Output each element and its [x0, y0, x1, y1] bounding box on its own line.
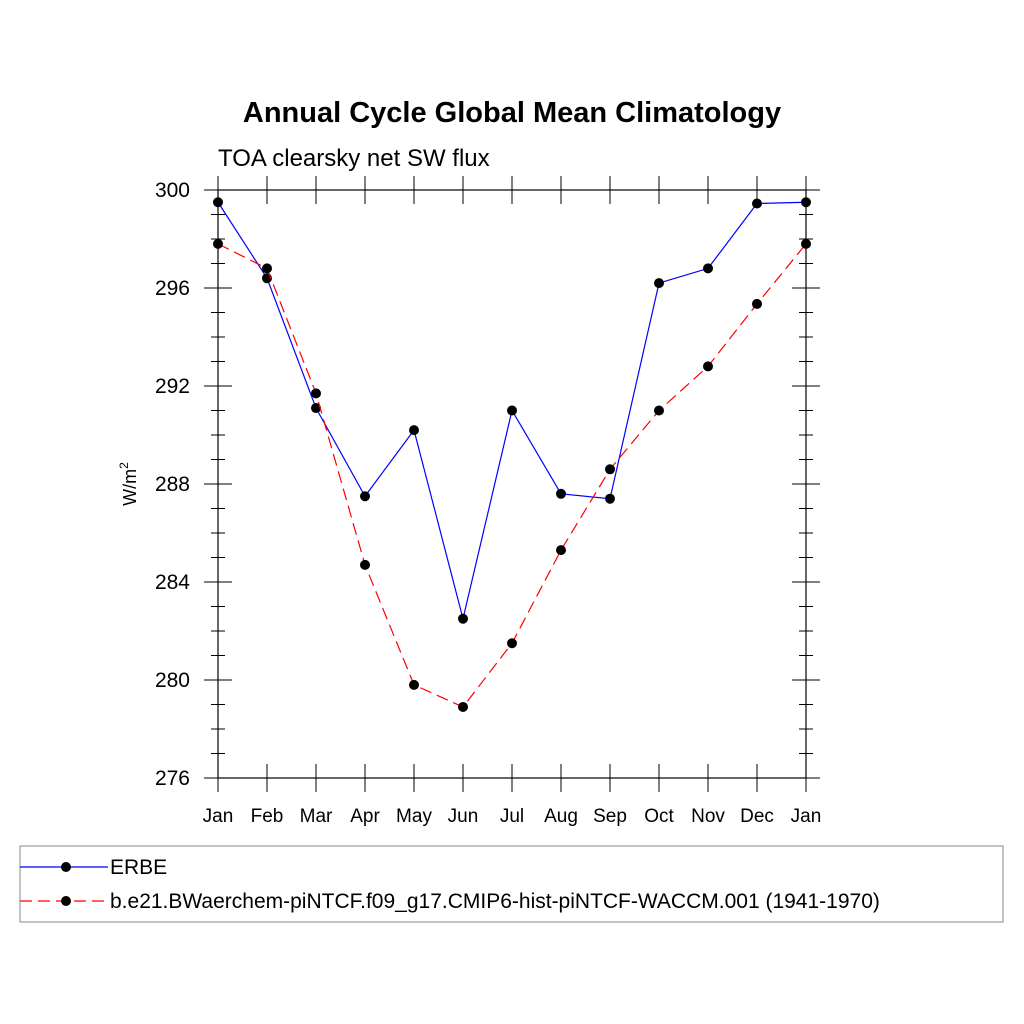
data-point	[703, 263, 713, 274]
data-point	[409, 425, 419, 436]
data-point	[556, 545, 566, 556]
data-point	[801, 197, 811, 208]
x-tick-label: Jul	[500, 806, 524, 827]
series-line	[217, 243, 807, 708]
x-tick-label: Jan	[791, 806, 822, 827]
data-point	[311, 388, 321, 399]
data-point	[360, 559, 370, 570]
data-point	[752, 198, 762, 209]
data-point	[360, 491, 370, 502]
x-tick-label: Jun	[448, 806, 479, 827]
legend-marker	[61, 862, 71, 872]
x-tick-label: Feb	[251, 806, 284, 827]
data-point	[409, 679, 419, 690]
x-tick-label: Mar	[300, 806, 333, 827]
chart-subtitle: TOA clearsky net SW flux	[218, 145, 490, 172]
data-point	[605, 464, 615, 475]
data-point	[605, 493, 615, 504]
y-axis-label-base: W/m	[120, 469, 140, 506]
data-point	[556, 488, 566, 499]
data-point	[213, 238, 223, 249]
legend-marker	[61, 896, 71, 906]
y-tick-label: 300	[155, 179, 190, 202]
data-point	[213, 197, 223, 208]
y-tick-label: 296	[155, 277, 190, 300]
y-tick-label: 284	[155, 571, 190, 594]
y-tick-label: 280	[155, 669, 190, 692]
data-point	[311, 403, 321, 414]
y-tick-label: 276	[155, 767, 190, 790]
x-tick-label: Sep	[593, 806, 627, 827]
data-point	[458, 613, 468, 624]
data-point	[654, 405, 664, 416]
series-1	[213, 197, 811, 624]
data-point	[703, 361, 713, 372]
data-point	[507, 638, 517, 649]
legend-label: ERBE	[110, 856, 167, 879]
legend-item: ERBE	[20, 856, 167, 879]
y-tick-label: 292	[155, 375, 190, 398]
x-tick-label: Jan	[203, 806, 234, 827]
x-tick-label: May	[396, 806, 432, 827]
legend-box	[19, 845, 1004, 923]
data-point	[801, 238, 811, 249]
axes: 276 280 284 288 292 296 300 Jan Feb Mar Apr May Jun J…	[155, 176, 821, 827]
x-tick-label: Aug	[544, 806, 578, 827]
x-tick-label: Oct	[644, 806, 674, 827]
x-tick-label: Nov	[691, 806, 725, 827]
y-axis-label: W/m2	[117, 462, 140, 506]
data-point	[507, 405, 517, 416]
y-tick-label: 288	[155, 473, 190, 496]
chart-title: Annual Cycle Global Mean Climatology	[243, 97, 781, 129]
series-2	[213, 238, 811, 712]
data-point	[458, 701, 468, 712]
legend-label: b.e21.BWaerchem-piNTCF.f09_g17.CMIP6-his…	[110, 890, 880, 913]
x-tick-label: Apr	[350, 806, 380, 827]
svg-text:W/m2: W/m2	[117, 462, 140, 506]
y-axis-label-superscript: 2	[117, 462, 131, 469]
legend: ERBE b.e21.BWaerchem-piNTCF.f09_g17.CMIP6…	[19, 845, 1004, 923]
x-tick-label: Dec	[740, 806, 774, 827]
data-point	[654, 278, 664, 289]
legend-item: b.e21.BWaerchem-piNTCF.f09_g17.CMIP6-his…	[20, 890, 880, 913]
plot-series	[213, 197, 811, 712]
data-point	[262, 263, 272, 274]
data-point	[752, 298, 762, 309]
plot-frame	[217, 189, 807, 779]
